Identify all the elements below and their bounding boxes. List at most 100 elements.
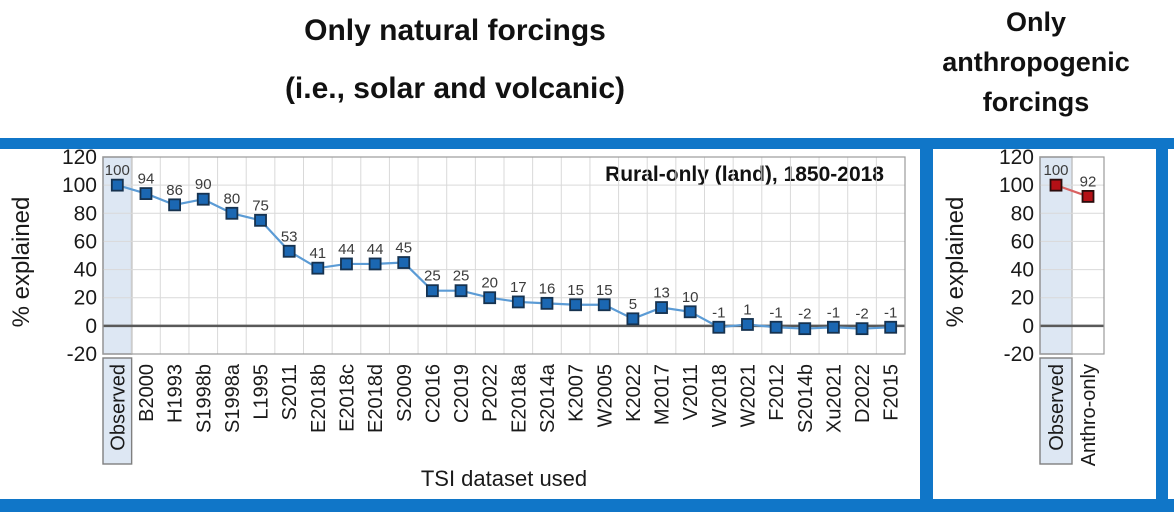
data-point-label: 15 <box>567 282 584 299</box>
data-point-marker <box>454 284 468 298</box>
data-point-label: 90 <box>195 176 212 193</box>
data-point-marker <box>712 320 726 334</box>
data-point-label: 17 <box>510 279 527 296</box>
data-point-label: 92 <box>1080 173 1097 190</box>
x-tick-label: E2018a <box>508 363 530 433</box>
x-tick-label: D2022 <box>852 364 874 423</box>
data-point-label: 100 <box>1043 162 1068 179</box>
y-tick-label: 40 <box>74 259 97 282</box>
data-point-label: 13 <box>653 285 670 302</box>
data-point-label: 5 <box>629 296 637 313</box>
x-tick-label: Observed <box>1046 364 1068 451</box>
data-point-marker <box>511 295 525 309</box>
x-tick-label: S2014a <box>537 363 559 433</box>
data-point-marker <box>425 284 439 298</box>
data-point-marker <box>540 296 554 310</box>
data-point-label: 44 <box>338 241 355 258</box>
y-tick-label: 60 <box>1011 230 1034 253</box>
y-tick-label: 20 <box>1011 287 1034 310</box>
x-tick-label: E2018d <box>365 364 387 433</box>
data-point-label: 94 <box>138 171 155 188</box>
data-point-marker <box>196 192 210 206</box>
series-line <box>117 184 891 330</box>
x-tick-label: S1998b <box>193 364 215 433</box>
y-tick-label: 80 <box>1011 202 1034 225</box>
x-tick-label: H1993 <box>165 364 187 423</box>
frame-divider-left-right-panel <box>920 138 933 512</box>
x-tick-label: W2005 <box>594 364 616 427</box>
y-tick-label: -20 <box>67 343 97 366</box>
x-tick-label: C2016 <box>422 364 444 423</box>
panel-title-natural-line1: Only natural forcings <box>304 14 606 47</box>
data-point-marker <box>1081 190 1095 203</box>
y-tick-label: 40 <box>1011 259 1034 282</box>
data-point-marker <box>1049 178 1063 192</box>
highlight-label-box <box>102 357 133 465</box>
data-point-marker <box>626 312 640 326</box>
data-point-label: -2 <box>798 306 811 323</box>
data-point-marker <box>168 198 182 212</box>
anthro-forcings-chart: 100 92 120 100 80 60 40 20 0 -20 Observed Anthro-on… <box>999 149 1105 466</box>
data-point-label: 25 <box>424 268 441 285</box>
y-tick-label: 0 <box>1022 315 1034 338</box>
x-tick-label: S2014b <box>795 364 817 433</box>
data-point-label: -1 <box>712 304 725 321</box>
panel-title-anthro: Only anthropogenic forcings <box>898 2 1174 122</box>
y-tick-label: 20 <box>74 287 97 310</box>
y-tick-label: 100 <box>62 174 97 197</box>
y-tick-label: 120 <box>62 149 97 169</box>
data-point-marker <box>569 298 583 312</box>
x-tick-label: W2018 <box>709 364 731 427</box>
panel-title-anthro-line3: forcings <box>982 87 1090 117</box>
data-point-label: 25 <box>453 268 470 285</box>
data-point-label: 53 <box>281 228 298 245</box>
data-point-label: 41 <box>309 245 326 262</box>
data-point-label: 15 <box>596 282 613 299</box>
y-tick-label: 80 <box>74 202 97 225</box>
data-point-label: 100 <box>105 162 130 179</box>
x-tick-label: W2021 <box>737 364 759 427</box>
data-point-marker <box>855 322 869 336</box>
x-tick-label: V2011 <box>680 364 702 420</box>
data-point-marker <box>741 318 754 331</box>
data-point-label: 80 <box>224 190 241 207</box>
data-point-label: 1 <box>743 301 751 318</box>
plot-border <box>1039 156 1105 355</box>
data-point-label: 86 <box>166 182 183 199</box>
chart-annotation: Rural-only (land), 1850-2018 <box>605 163 884 186</box>
data-point-label: 75 <box>252 197 269 214</box>
data-point-marker <box>340 257 353 271</box>
x-tick-label: L1995 <box>251 364 273 420</box>
panel-title-natural: Only natural forcings (i.e., solar and v… <box>130 2 780 118</box>
frame-border-bottom <box>0 499 1174 512</box>
x-tick-label: E2018c <box>336 364 358 432</box>
data-point-label: 44 <box>367 241 384 258</box>
x-tick-label: F2012 <box>766 364 788 421</box>
data-point-label: -1 <box>769 304 782 321</box>
data-point-marker <box>397 256 411 269</box>
frame-border-top <box>0 138 1174 149</box>
y-tick-label: 120 <box>999 149 1034 169</box>
x-tick-label: E2018b <box>308 364 330 433</box>
data-point-marker <box>798 322 812 336</box>
data-point-label: -1 <box>884 304 897 321</box>
data-point-label: 20 <box>481 275 498 292</box>
x-tick-label: S2009 <box>394 364 416 422</box>
data-point-label: -2 <box>855 306 868 323</box>
x-tick-label: Anthro-only <box>1078 364 1100 466</box>
plot-border <box>102 156 906 355</box>
x-tick-label: C2019 <box>451 364 473 423</box>
y-tick-label: -20 <box>1004 343 1034 366</box>
data-point-marker <box>282 244 296 258</box>
data-point-marker <box>139 187 153 200</box>
frame-divider-cropped-panel <box>1156 138 1168 512</box>
x-tick-label: M2017 <box>652 364 674 425</box>
data-point-marker <box>110 178 124 192</box>
x-tick-label: Xu2021 <box>823 364 845 433</box>
data-point-label: 16 <box>539 280 556 297</box>
data-point-marker <box>769 320 783 334</box>
panel-title-anthro-line1: Only <box>1005 7 1066 37</box>
panel-title-natural-line2: (i.e., solar and volcanic) <box>284 72 626 105</box>
